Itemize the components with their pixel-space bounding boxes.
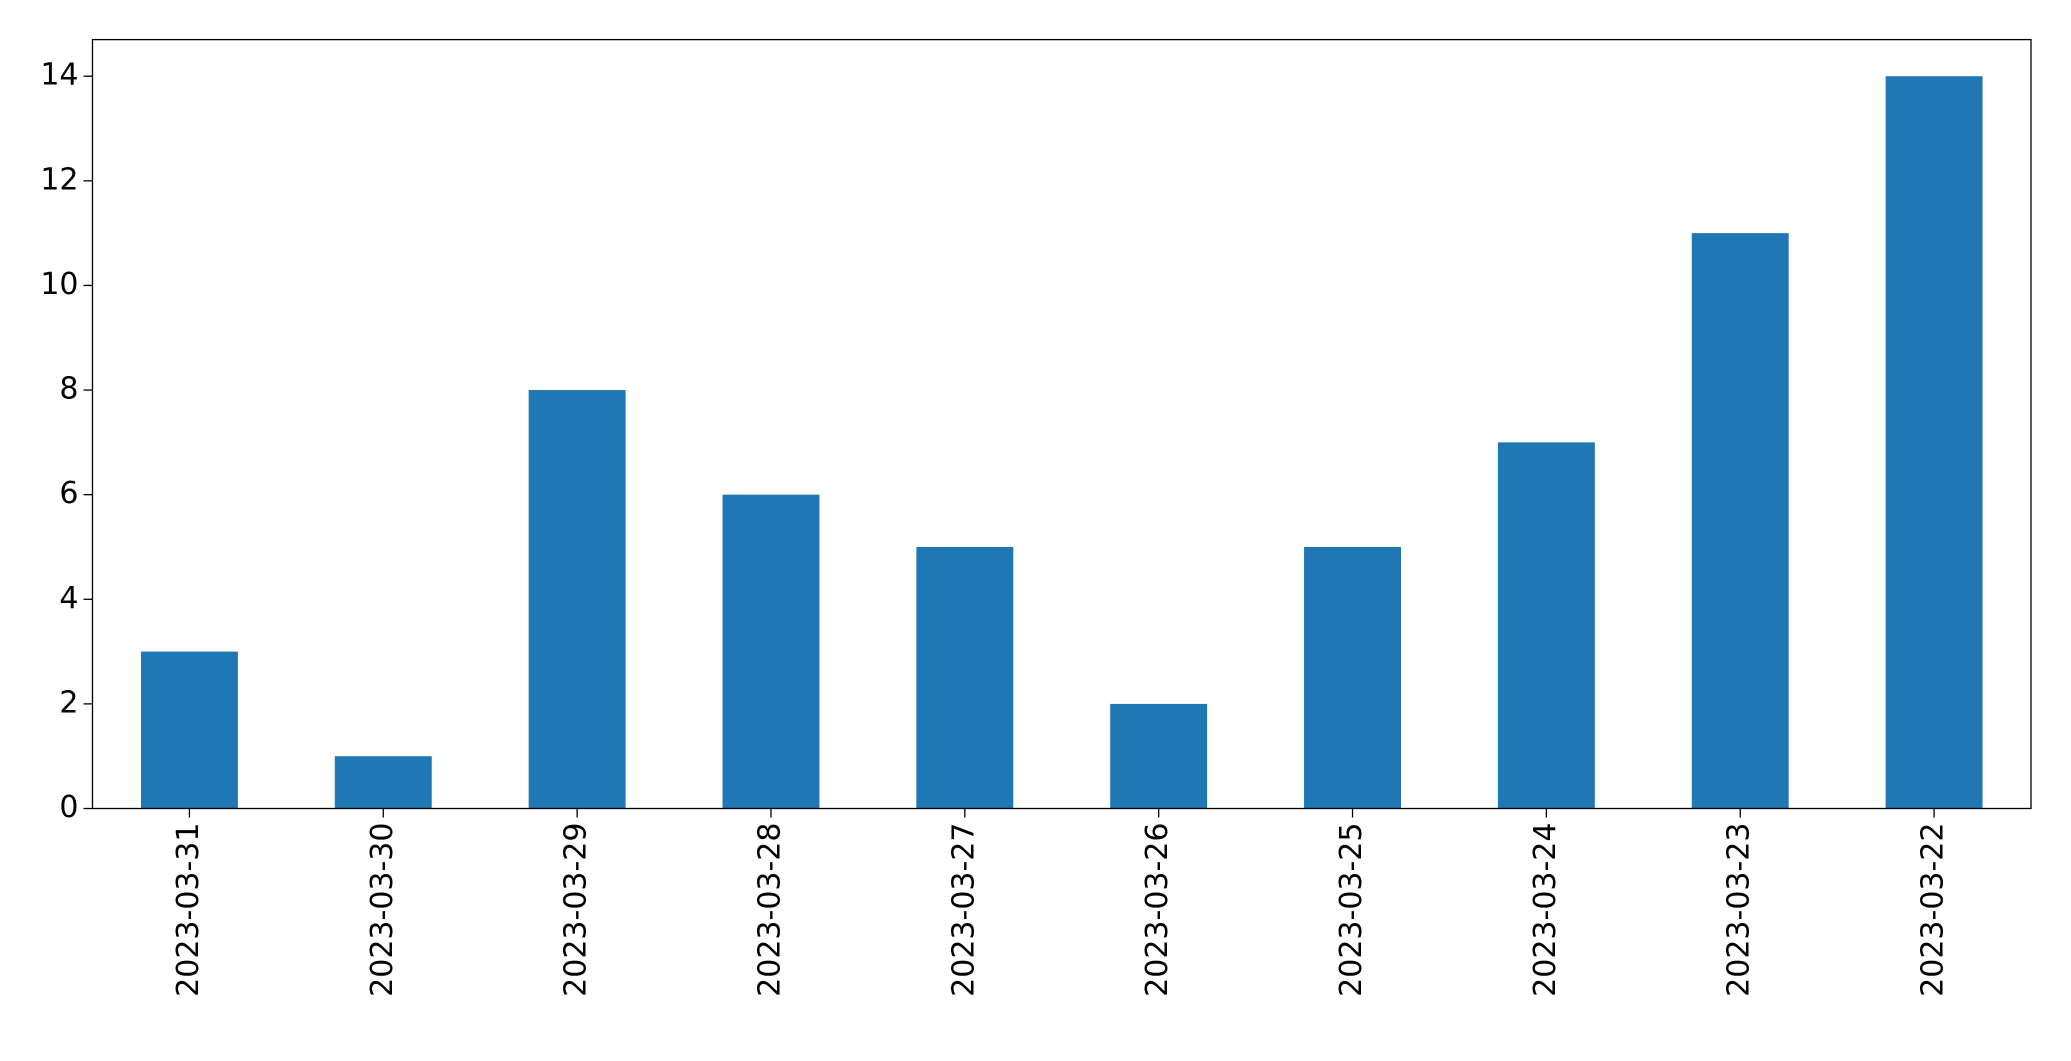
bar <box>1110 703 1208 809</box>
y-tick-label: 12 <box>40 162 78 197</box>
x-tick-label: 2023-03-31 <box>171 823 206 997</box>
y-tick-label: 8 <box>59 372 78 407</box>
y-tick-label: 10 <box>40 267 78 302</box>
bar <box>1304 546 1401 809</box>
x-tick-label: 2023-03-26 <box>1140 823 1175 997</box>
bar <box>528 390 626 809</box>
bar <box>1497 442 1595 809</box>
y-tick-label: 2 <box>59 685 78 720</box>
plot-frame <box>91 38 2032 810</box>
y-tick-label: 0 <box>59 790 78 825</box>
y-tick-label: 4 <box>59 581 78 616</box>
bar <box>1885 76 1983 809</box>
x-tick-label: 2023-03-29 <box>559 823 594 997</box>
bar <box>140 651 238 809</box>
y-tick-label: 6 <box>59 476 78 511</box>
bar <box>334 756 432 809</box>
x-tick-label: 2023-03-27 <box>946 823 981 997</box>
x-tick-label: 2023-03-28 <box>752 823 787 997</box>
x-tick-label: 2023-03-30 <box>365 823 400 997</box>
x-tick-label: 2023-03-24 <box>1528 823 1563 997</box>
bar <box>916 546 1014 809</box>
bar <box>722 494 820 809</box>
x-tick-label: 2023-03-25 <box>1334 823 1369 997</box>
x-tick-label: 2023-03-22 <box>1916 823 1951 997</box>
x-tick-label: 2023-03-23 <box>1722 823 1757 997</box>
y-tick-label: 14 <box>40 58 78 93</box>
bar <box>1691 233 1789 809</box>
